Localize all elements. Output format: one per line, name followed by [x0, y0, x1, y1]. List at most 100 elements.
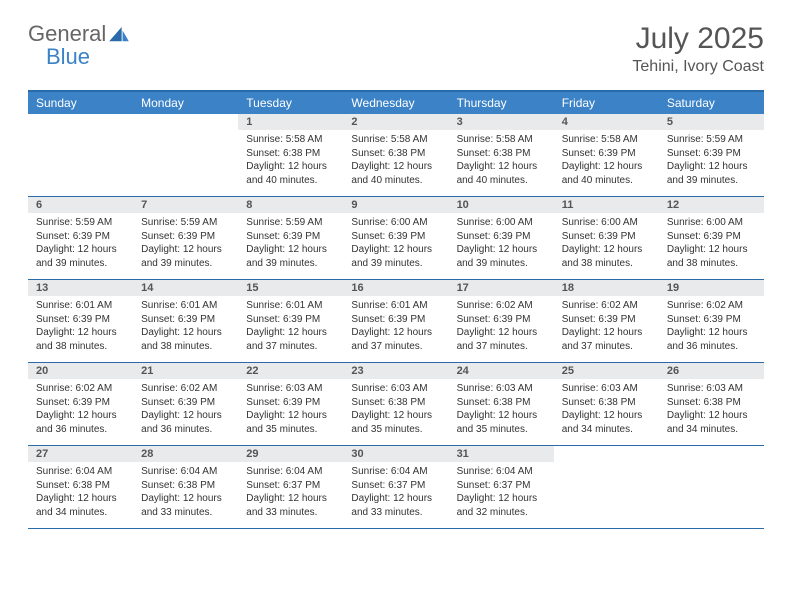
sunset-line: Sunset: 6:37 PM [351, 479, 440, 493]
day-cell-9: 9Sunrise: 6:00 AMSunset: 6:39 PMDaylight… [343, 197, 448, 279]
weekday-wednesday: Wednesday [343, 92, 448, 114]
sunset-line: Sunset: 6:39 PM [457, 230, 546, 244]
day-cell-24: 24Sunrise: 6:03 AMSunset: 6:38 PMDayligh… [449, 363, 554, 445]
daylight-line: Daylight: 12 hours and 36 minutes. [667, 326, 756, 353]
location: Tehini, Ivory Coast [632, 58, 764, 76]
daylight-line: Daylight: 12 hours and 37 minutes. [562, 326, 651, 353]
day-number: 15 [238, 280, 343, 296]
sunrise-line: Sunrise: 6:02 AM [667, 299, 756, 313]
week-row: 13Sunrise: 6:01 AMSunset: 6:39 PMDayligh… [28, 280, 764, 363]
sunset-line: Sunset: 6:39 PM [36, 313, 125, 327]
day-number: 20 [28, 363, 133, 379]
day-cell-3: 3Sunrise: 5:58 AMSunset: 6:38 PMDaylight… [449, 114, 554, 196]
day-content: Sunrise: 6:03 AMSunset: 6:38 PMDaylight:… [554, 379, 659, 442]
day-content: Sunrise: 5:58 AMSunset: 6:38 PMDaylight:… [449, 130, 554, 193]
sunrise-line: Sunrise: 6:03 AM [246, 382, 335, 396]
day-number: 16 [343, 280, 448, 296]
day-number: 7 [133, 197, 238, 213]
day-number: 28 [133, 446, 238, 462]
day-content: Sunrise: 6:00 AMSunset: 6:39 PMDaylight:… [343, 213, 448, 276]
sunset-line: Sunset: 6:39 PM [667, 147, 756, 161]
day-number: 17 [449, 280, 554, 296]
sunset-line: Sunset: 6:39 PM [562, 230, 651, 244]
day-number: 6 [28, 197, 133, 213]
weekday-monday: Monday [133, 92, 238, 114]
day-content: Sunrise: 6:02 AMSunset: 6:39 PMDaylight:… [554, 296, 659, 359]
day-number: 31 [449, 446, 554, 462]
sunset-line: Sunset: 6:39 PM [457, 313, 546, 327]
day-number: 26 [659, 363, 764, 379]
sunset-line: Sunset: 6:39 PM [667, 230, 756, 244]
daylight-line: Daylight: 12 hours and 38 minutes. [141, 326, 230, 353]
sunset-line: Sunset: 6:37 PM [457, 479, 546, 493]
sunrise-line: Sunrise: 6:02 AM [141, 382, 230, 396]
daylight-line: Daylight: 12 hours and 39 minutes. [36, 243, 125, 270]
day-cell-7: 7Sunrise: 5:59 AMSunset: 6:39 PMDaylight… [133, 197, 238, 279]
sunrise-line: Sunrise: 6:04 AM [141, 465, 230, 479]
sunset-line: Sunset: 6:39 PM [667, 313, 756, 327]
day-cell-27: 27Sunrise: 6:04 AMSunset: 6:38 PMDayligh… [28, 446, 133, 528]
day-content: Sunrise: 6:02 AMSunset: 6:39 PMDaylight:… [449, 296, 554, 359]
sunrise-line: Sunrise: 6:04 AM [457, 465, 546, 479]
day-cell-empty [28, 114, 133, 196]
logo-sail-icon [109, 24, 129, 47]
daylight-line: Daylight: 12 hours and 33 minutes. [351, 492, 440, 519]
day-cell-22: 22Sunrise: 6:03 AMSunset: 6:39 PMDayligh… [238, 363, 343, 445]
sunset-line: Sunset: 6:39 PM [141, 230, 230, 244]
daylight-line: Daylight: 12 hours and 39 minutes. [246, 243, 335, 270]
sunset-line: Sunset: 6:39 PM [246, 396, 335, 410]
day-number: 11 [554, 197, 659, 213]
sunrise-line: Sunrise: 6:01 AM [351, 299, 440, 313]
daylight-line: Daylight: 12 hours and 38 minutes. [667, 243, 756, 270]
day-content: Sunrise: 6:02 AMSunset: 6:39 PMDaylight:… [659, 296, 764, 359]
sunset-line: Sunset: 6:38 PM [457, 147, 546, 161]
title-block: July 2025 Tehini, Ivory Coast [632, 22, 764, 76]
day-cell-empty [554, 446, 659, 528]
daylight-line: Daylight: 12 hours and 40 minutes. [351, 160, 440, 187]
day-cell-23: 23Sunrise: 6:03 AMSunset: 6:38 PMDayligh… [343, 363, 448, 445]
day-content: Sunrise: 6:03 AMSunset: 6:38 PMDaylight:… [659, 379, 764, 442]
day-cell-4: 4Sunrise: 5:58 AMSunset: 6:39 PMDaylight… [554, 114, 659, 196]
daylight-line: Daylight: 12 hours and 34 minutes. [562, 409, 651, 436]
sunset-line: Sunset: 6:39 PM [141, 396, 230, 410]
day-cell-10: 10Sunrise: 6:00 AMSunset: 6:39 PMDayligh… [449, 197, 554, 279]
day-content: Sunrise: 5:59 AMSunset: 6:39 PMDaylight:… [238, 213, 343, 276]
daylight-line: Daylight: 12 hours and 36 minutes. [36, 409, 125, 436]
daylight-line: Daylight: 12 hours and 39 minutes. [141, 243, 230, 270]
sunrise-line: Sunrise: 6:03 AM [457, 382, 546, 396]
daylight-line: Daylight: 12 hours and 33 minutes. [246, 492, 335, 519]
day-cell-28: 28Sunrise: 6:04 AMSunset: 6:38 PMDayligh… [133, 446, 238, 528]
day-number: 8 [238, 197, 343, 213]
day-content: Sunrise: 5:59 AMSunset: 6:39 PMDaylight:… [133, 213, 238, 276]
daylight-line: Daylight: 12 hours and 39 minutes. [351, 243, 440, 270]
day-cell-17: 17Sunrise: 6:02 AMSunset: 6:39 PMDayligh… [449, 280, 554, 362]
daylight-line: Daylight: 12 hours and 35 minutes. [457, 409, 546, 436]
day-content: Sunrise: 6:01 AMSunset: 6:39 PMDaylight:… [238, 296, 343, 359]
logo-text-blue: Blue [46, 44, 90, 69]
day-cell-14: 14Sunrise: 6:01 AMSunset: 6:39 PMDayligh… [133, 280, 238, 362]
day-number: 24 [449, 363, 554, 379]
week-row: 6Sunrise: 5:59 AMSunset: 6:39 PMDaylight… [28, 197, 764, 280]
day-content: Sunrise: 6:01 AMSunset: 6:39 PMDaylight:… [133, 296, 238, 359]
day-content: Sunrise: 6:01 AMSunset: 6:39 PMDaylight:… [343, 296, 448, 359]
day-number: 12 [659, 197, 764, 213]
day-number: 23 [343, 363, 448, 379]
sunrise-line: Sunrise: 6:01 AM [36, 299, 125, 313]
sunrise-line: Sunrise: 6:00 AM [351, 216, 440, 230]
sunrise-line: Sunrise: 6:04 AM [246, 465, 335, 479]
daylight-line: Daylight: 12 hours and 34 minutes. [36, 492, 125, 519]
sunrise-line: Sunrise: 5:59 AM [667, 133, 756, 147]
daylight-line: Daylight: 12 hours and 36 minutes. [141, 409, 230, 436]
sunset-line: Sunset: 6:39 PM [36, 230, 125, 244]
day-cell-empty [133, 114, 238, 196]
sunrise-line: Sunrise: 6:04 AM [36, 465, 125, 479]
daylight-line: Daylight: 12 hours and 39 minutes. [667, 160, 756, 187]
day-cell-12: 12Sunrise: 6:00 AMSunset: 6:39 PMDayligh… [659, 197, 764, 279]
weekday-saturday: Saturday [659, 92, 764, 114]
daylight-line: Daylight: 12 hours and 40 minutes. [562, 160, 651, 187]
sunrise-line: Sunrise: 5:58 AM [457, 133, 546, 147]
day-content: Sunrise: 6:00 AMSunset: 6:39 PMDaylight:… [659, 213, 764, 276]
logo: GeneralBlue [28, 22, 129, 68]
day-number: 10 [449, 197, 554, 213]
sunset-line: Sunset: 6:39 PM [36, 396, 125, 410]
